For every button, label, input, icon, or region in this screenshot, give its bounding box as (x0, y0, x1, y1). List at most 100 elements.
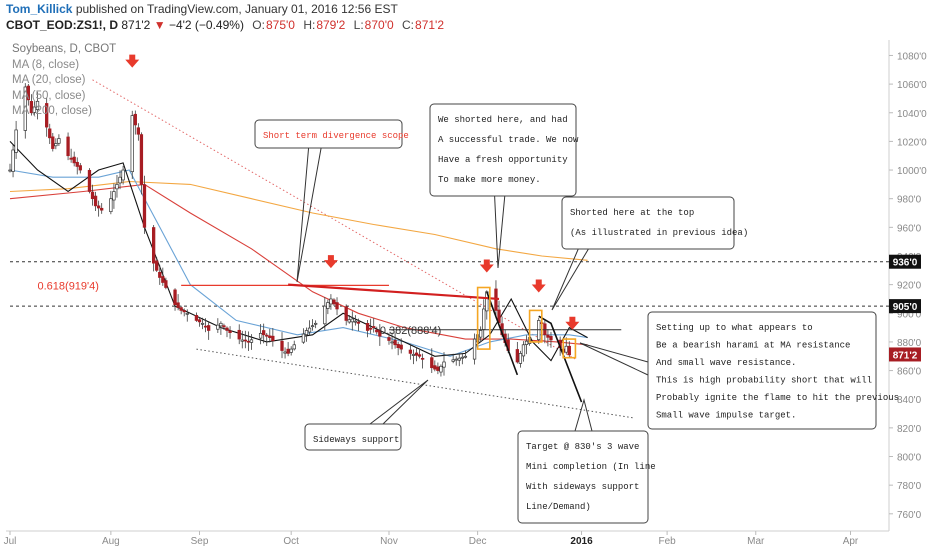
x-tick-label: Jul (4, 536, 17, 547)
box-harami[interactable] (562, 338, 577, 359)
candle-body (66, 136, 70, 157)
note-shorted-top-pointer (551, 237, 596, 311)
note-setting-up-text: Probably ignite the flame to hit the pre… (656, 393, 899, 403)
candle-body (115, 184, 119, 190)
candle-body (23, 86, 27, 131)
candle-body (109, 198, 113, 213)
x-tick-label: 2016 (570, 536, 593, 547)
candle-body (161, 276, 165, 283)
candle-body (430, 357, 434, 369)
legend-ma20[interactable]: MA (20, close) (12, 74, 86, 86)
note-shorted-top[interactable]: Shorted here at the top (As illustrated i… (551, 196, 748, 311)
candle-body (451, 359, 455, 362)
annotation-notes: Short term divergence scope We shorted he… (254, 103, 899, 524)
candle-body (454, 358, 458, 361)
note-divergence-text: Short term divergence scope (263, 131, 409, 141)
note-shorted-here[interactable]: We shorted here, and had A successful tra… (429, 103, 579, 269)
candle-body (463, 355, 468, 358)
candle-body (87, 169, 92, 192)
candle-body (78, 165, 82, 171)
fib-0618-label: 0.618(919'4) (38, 280, 99, 292)
ma-20-line[interactable] (9, 169, 588, 357)
candle-body (524, 340, 529, 345)
box-december-top[interactable] (476, 286, 491, 350)
down-arrow-icon (323, 255, 338, 269)
candle-body (335, 302, 339, 310)
x-tick-label: Dec (469, 536, 487, 547)
wave-line-1[interactable] (486, 291, 519, 376)
candle-body (240, 339, 244, 342)
candle-body (515, 349, 520, 363)
candle-body (96, 205, 101, 209)
candle-body (249, 339, 254, 343)
candle-body (549, 336, 553, 341)
note-target[interactable]: Target @ 830's 3 wave Mini completion (In… (517, 398, 656, 524)
note-shorted-here-text: We shorted here, and had (438, 115, 568, 125)
candle-body (72, 156, 76, 164)
candle-body (14, 129, 18, 153)
candle-body (283, 351, 287, 354)
note-sideways[interactable]: Sideways support (304, 379, 429, 451)
candle-body (90, 191, 95, 200)
candle-body (69, 157, 73, 160)
candle-body (396, 343, 400, 349)
wave-line-2[interactable] (538, 315, 583, 403)
candle-body (280, 340, 284, 351)
fib-0382-label: 0.382(888'4) (380, 325, 441, 337)
candle-body (387, 337, 391, 341)
legend-ma50[interactable]: MA (50, close) (12, 89, 86, 102)
candle-body (136, 127, 141, 135)
candle-body (372, 326, 376, 328)
sideways-support-trendline[interactable] (196, 348, 634, 419)
candle-body (203, 325, 208, 328)
candle-body (133, 113, 137, 126)
x-tick-label: Oct (283, 536, 299, 547)
candle-body (368, 327, 373, 330)
divergence-line[interactable] (288, 283, 500, 301)
note-divergence[interactable]: Short term divergence scope (254, 119, 409, 283)
candle-body (347, 319, 351, 323)
candle-body (307, 327, 312, 333)
note-shorted-top-box (561, 196, 735, 250)
legend-ma8[interactable]: MA (8, close) (12, 58, 80, 71)
candle-body (100, 207, 104, 211)
candle-body (518, 353, 523, 364)
candle-body (310, 325, 315, 328)
published-text: published on TradingView.com, January 01… (75, 2, 398, 16)
note-shorted-here-text: To make more money. (438, 175, 541, 185)
note-target-pointer (574, 398, 593, 432)
candle-body (139, 134, 144, 185)
note-sideways-box (304, 423, 402, 451)
legend-ma200[interactable]: MA (200, close) (12, 105, 92, 117)
candle-body (564, 345, 568, 353)
note-setting-up-text: Small wave impulse target. (656, 411, 796, 421)
note-divergence-box (254, 119, 403, 149)
ma-200-line[interactable] (9, 180, 588, 261)
candle-body (420, 357, 425, 360)
price-level-label: 905'0 (893, 302, 918, 313)
candle-body (93, 195, 98, 207)
box-late-december-top[interactable] (528, 309, 543, 343)
note-setting-up-pointer (579, 342, 649, 376)
publish-info: Tom_Killick published on TradingView.com… (6, 2, 398, 16)
candle-body (292, 344, 296, 350)
time-axis: Jul Aug Sep Oct Nov Dec 2016 Feb Mar Apr (4, 531, 859, 547)
down-arrow-icon (479, 259, 494, 273)
note-setting-up[interactable]: Setting up to what appears to Be a bearis… (579, 311, 899, 430)
x-tick-label: Aug (102, 536, 120, 547)
y-tick-label: 900'0 (897, 309, 922, 320)
author-link[interactable]: Tom_Killick (6, 2, 73, 16)
candle-body (75, 161, 79, 167)
note-shorted-here-pointer (493, 182, 507, 269)
y-tick-label: 1040'0 (897, 109, 927, 120)
price-level-tag (889, 347, 921, 362)
candle-body (262, 330, 266, 336)
candle-body (26, 85, 30, 101)
candle-body (457, 357, 461, 361)
candle-body (207, 325, 211, 331)
candle-body (158, 271, 162, 278)
x-tick-label: Feb (658, 536, 676, 547)
candle-body (228, 330, 232, 333)
